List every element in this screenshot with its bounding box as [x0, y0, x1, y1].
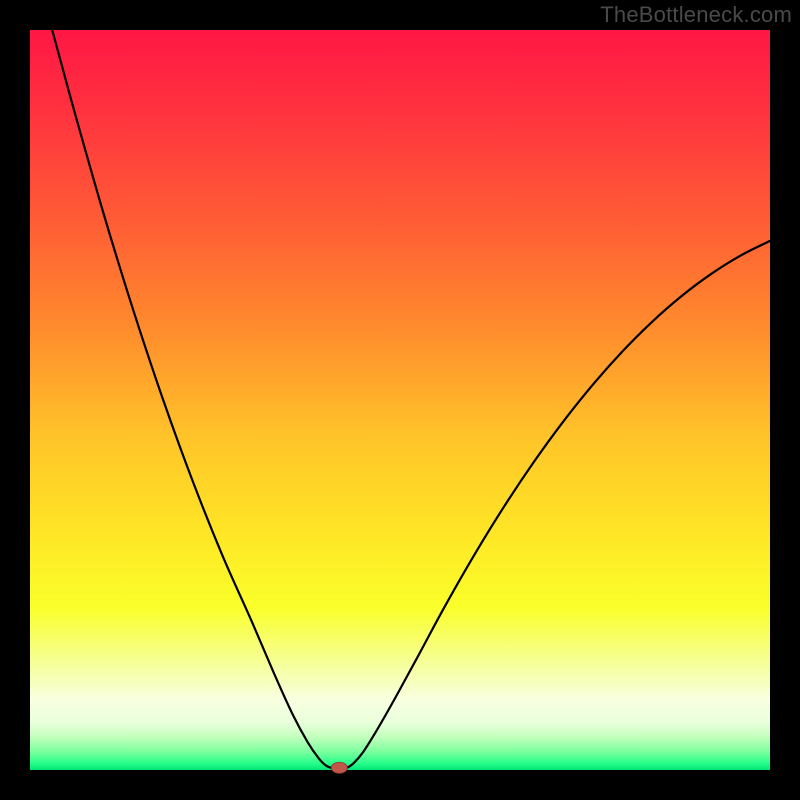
watermark-text: TheBottleneck.com: [600, 2, 792, 28]
optimal-point-marker: [331, 762, 347, 773]
bottleneck-chart: [0, 0, 800, 800]
plot-background: [30, 30, 770, 770]
